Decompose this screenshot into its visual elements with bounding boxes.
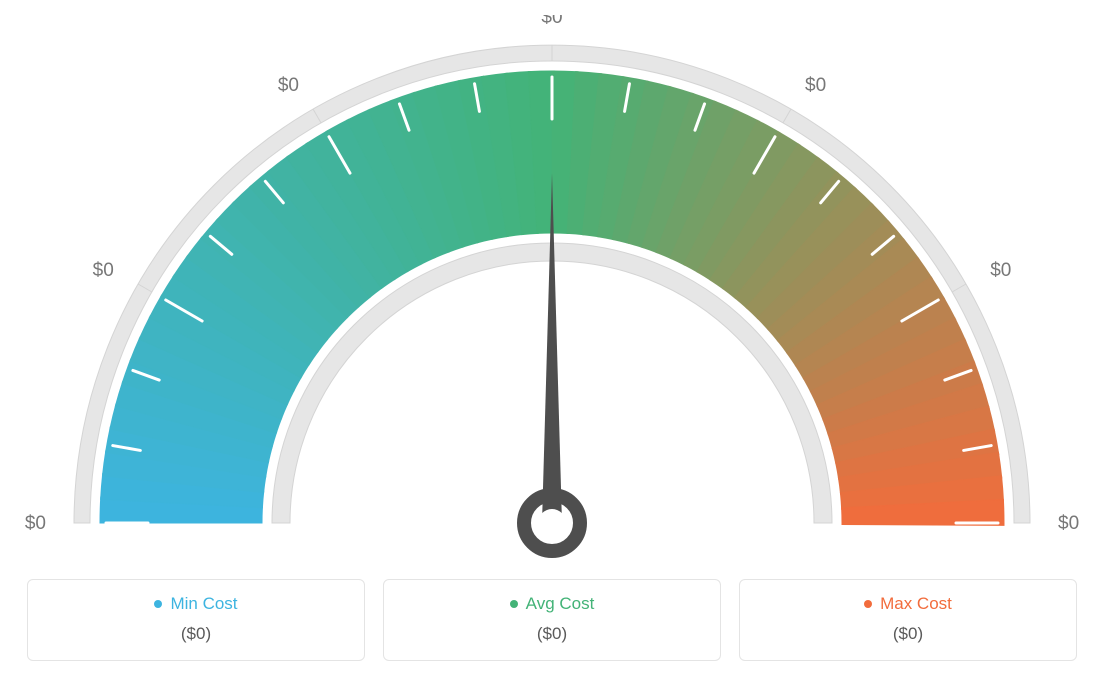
- legend-box-avg: Avg Cost ($0): [383, 579, 721, 661]
- svg-text:$0: $0: [93, 260, 114, 281]
- legend-box-max: Max Cost ($0): [739, 579, 1077, 661]
- svg-text:$0: $0: [541, 15, 562, 28]
- legend-box-min: Min Cost ($0): [27, 579, 365, 661]
- legend-value-min: ($0): [28, 624, 364, 644]
- legend-value-max: ($0): [740, 624, 1076, 644]
- gauge-svg: $0 $0 $0 $0 $0 $0 $0: [0, 15, 1104, 575]
- legend-label-avg: Avg Cost: [526, 594, 595, 614]
- legend-row: Min Cost ($0) Avg Cost ($0) Max Cost ($0…: [27, 579, 1077, 661]
- svg-text:$0: $0: [278, 75, 299, 96]
- svg-text:$0: $0: [25, 513, 46, 534]
- legend-value-avg: ($0): [384, 624, 720, 644]
- legend-label-max: Max Cost: [880, 594, 952, 614]
- legend-label-min: Min Cost: [170, 594, 237, 614]
- legend-dot-min: [154, 600, 162, 608]
- svg-text:$0: $0: [990, 260, 1011, 281]
- svg-text:$0: $0: [1058, 513, 1079, 534]
- svg-text:$0: $0: [805, 75, 826, 96]
- gauge-chart: $0 $0 $0 $0 $0 $0 $0: [0, 15, 1104, 575]
- legend-dot-max: [864, 600, 872, 608]
- legend-dot-avg: [510, 600, 518, 608]
